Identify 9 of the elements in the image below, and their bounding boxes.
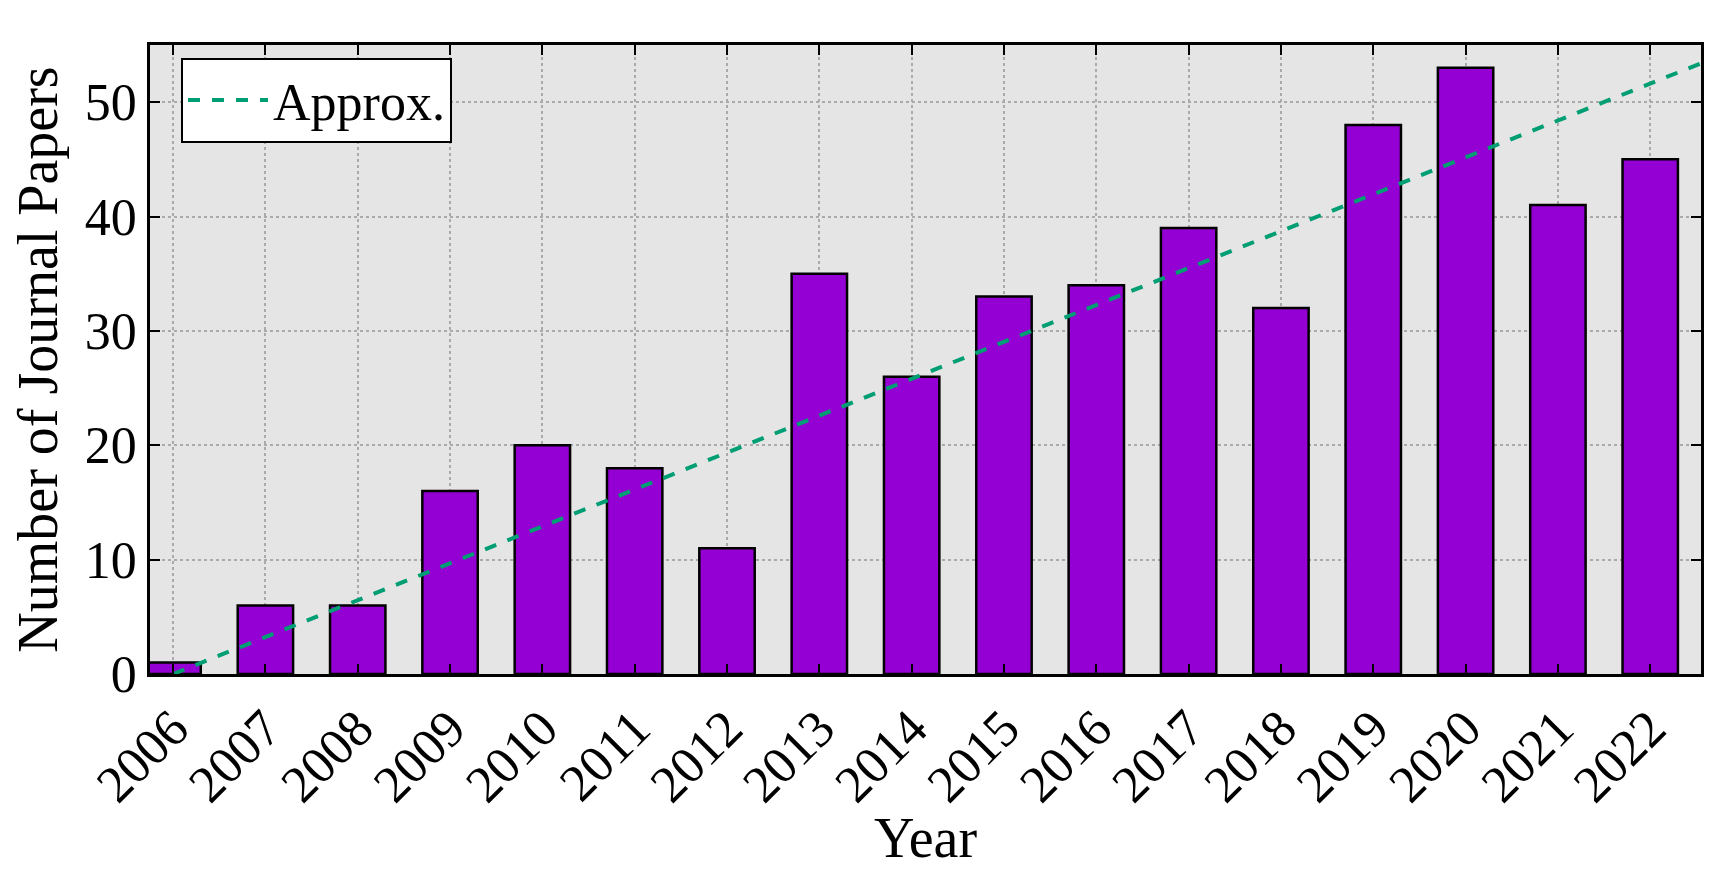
y-tick-label: 30 bbox=[84, 303, 137, 361]
y-tick-label: 20 bbox=[84, 417, 137, 475]
y-tick-label: 40 bbox=[84, 188, 137, 246]
y-axis-title: Number of Journal Papers bbox=[6, 66, 69, 653]
legend-label: Approx. bbox=[273, 74, 445, 132]
y-tick-label: 10 bbox=[84, 531, 137, 589]
y-tick-label: 0 bbox=[110, 646, 137, 704]
x-axis-title: Year bbox=[873, 807, 978, 869]
y-tick-label: 50 bbox=[84, 74, 137, 132]
